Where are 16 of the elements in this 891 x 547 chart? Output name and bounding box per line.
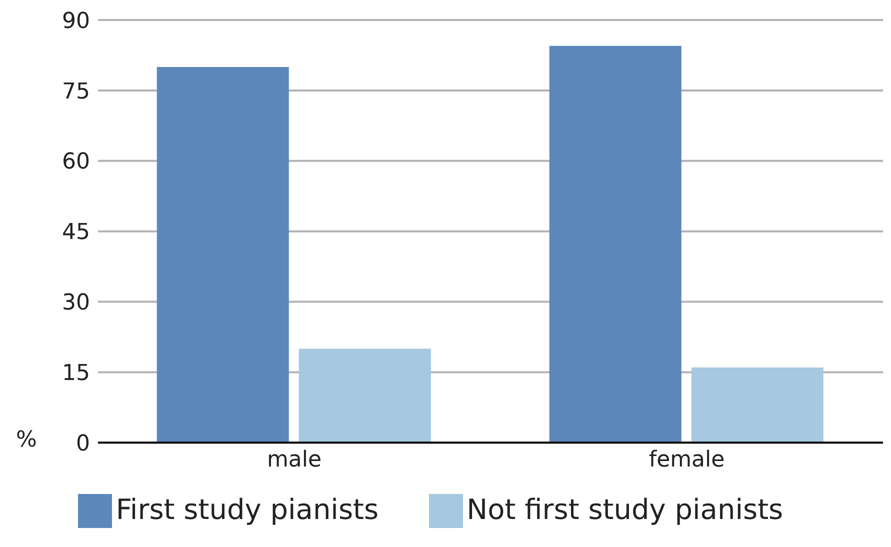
x-tick-label: female bbox=[648, 447, 725, 472]
y-tick-label: 75 bbox=[62, 79, 90, 104]
y-tick-label: 90 bbox=[62, 8, 90, 34]
y-axis-title: % bbox=[16, 428, 37, 453]
y-tick-label: 0 bbox=[76, 431, 90, 456]
legend-label: First study pianists bbox=[116, 492, 379, 526]
x-tick-label: male bbox=[266, 447, 322, 472]
bar bbox=[549, 46, 682, 443]
bar bbox=[156, 66, 289, 443]
bar bbox=[298, 348, 431, 443]
bar bbox=[691, 368, 824, 443]
legend-label: Not first study pianists bbox=[466, 492, 784, 526]
y-tick-label: 15 bbox=[62, 361, 90, 386]
y-tick-label: 45 bbox=[62, 220, 90, 246]
y-tick-label: 60 bbox=[62, 150, 90, 175]
y-tick-label: 30 bbox=[62, 290, 90, 316]
